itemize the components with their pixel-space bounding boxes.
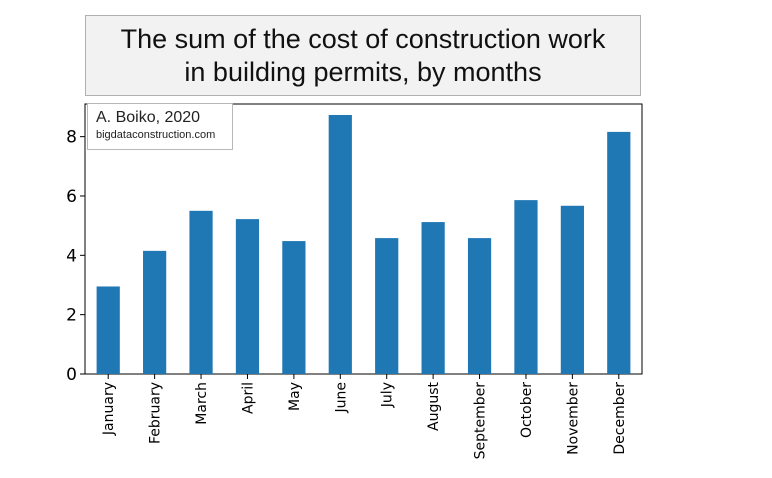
- bar-march: [189, 210, 213, 374]
- x-tick-label-march: March: [194, 382, 210, 425]
- bar-october: [514, 200, 538, 374]
- credit-author: A. Boiko, 2020: [96, 109, 201, 126]
- x-tick-label-august: August: [426, 381, 442, 431]
- x-tick-label-january: January: [101, 382, 117, 436]
- bar-september: [467, 238, 492, 374]
- y-axis: 0 2 4 6 8: [66, 128, 85, 385]
- x-tick-label-july: July: [380, 382, 396, 408]
- bar-august: [421, 222, 445, 374]
- bar-july: [375, 238, 399, 374]
- chart-title-line-2: in building permits, by months: [184, 56, 542, 87]
- credit-box: A. Boiko, 2020 bigdataconstruction.com: [87, 103, 233, 150]
- x-tick-label-september: September: [473, 382, 489, 460]
- x-axis: January February March April May June July Augu…: [101, 374, 628, 459]
- x-tick-label-november: November: [565, 382, 581, 455]
- credit-site: bigdataconstruction.com: [96, 129, 216, 141]
- chart-title: The sum of the cost of construction work…: [85, 15, 641, 96]
- bar-february: [143, 250, 167, 374]
- bar-november: [560, 205, 584, 374]
- x-tick-label-february: February: [148, 382, 164, 444]
- chart-title-line-1: The sum of the cost of construction work: [120, 23, 606, 54]
- y-tick-label: 0: [66, 365, 77, 385]
- bar-june: [328, 114, 352, 374]
- bar-april: [235, 219, 260, 374]
- y-tick-label: 6: [66, 187, 77, 207]
- x-tick-label-june: June: [333, 382, 349, 414]
- y-tick-label: 2: [66, 306, 77, 326]
- x-tick-label-may: May: [287, 382, 303, 411]
- bar-december: [607, 131, 631, 374]
- bar-january: [96, 286, 120, 374]
- bar-may: [282, 241, 306, 374]
- bars-group: [96, 114, 631, 374]
- y-tick-label: 4: [66, 246, 77, 266]
- x-tick-label-october: October: [519, 382, 535, 438]
- x-tick-label-december: December: [612, 382, 628, 455]
- x-tick-label-april: April: [240, 382, 256, 414]
- y-tick-label: 8: [66, 128, 77, 148]
